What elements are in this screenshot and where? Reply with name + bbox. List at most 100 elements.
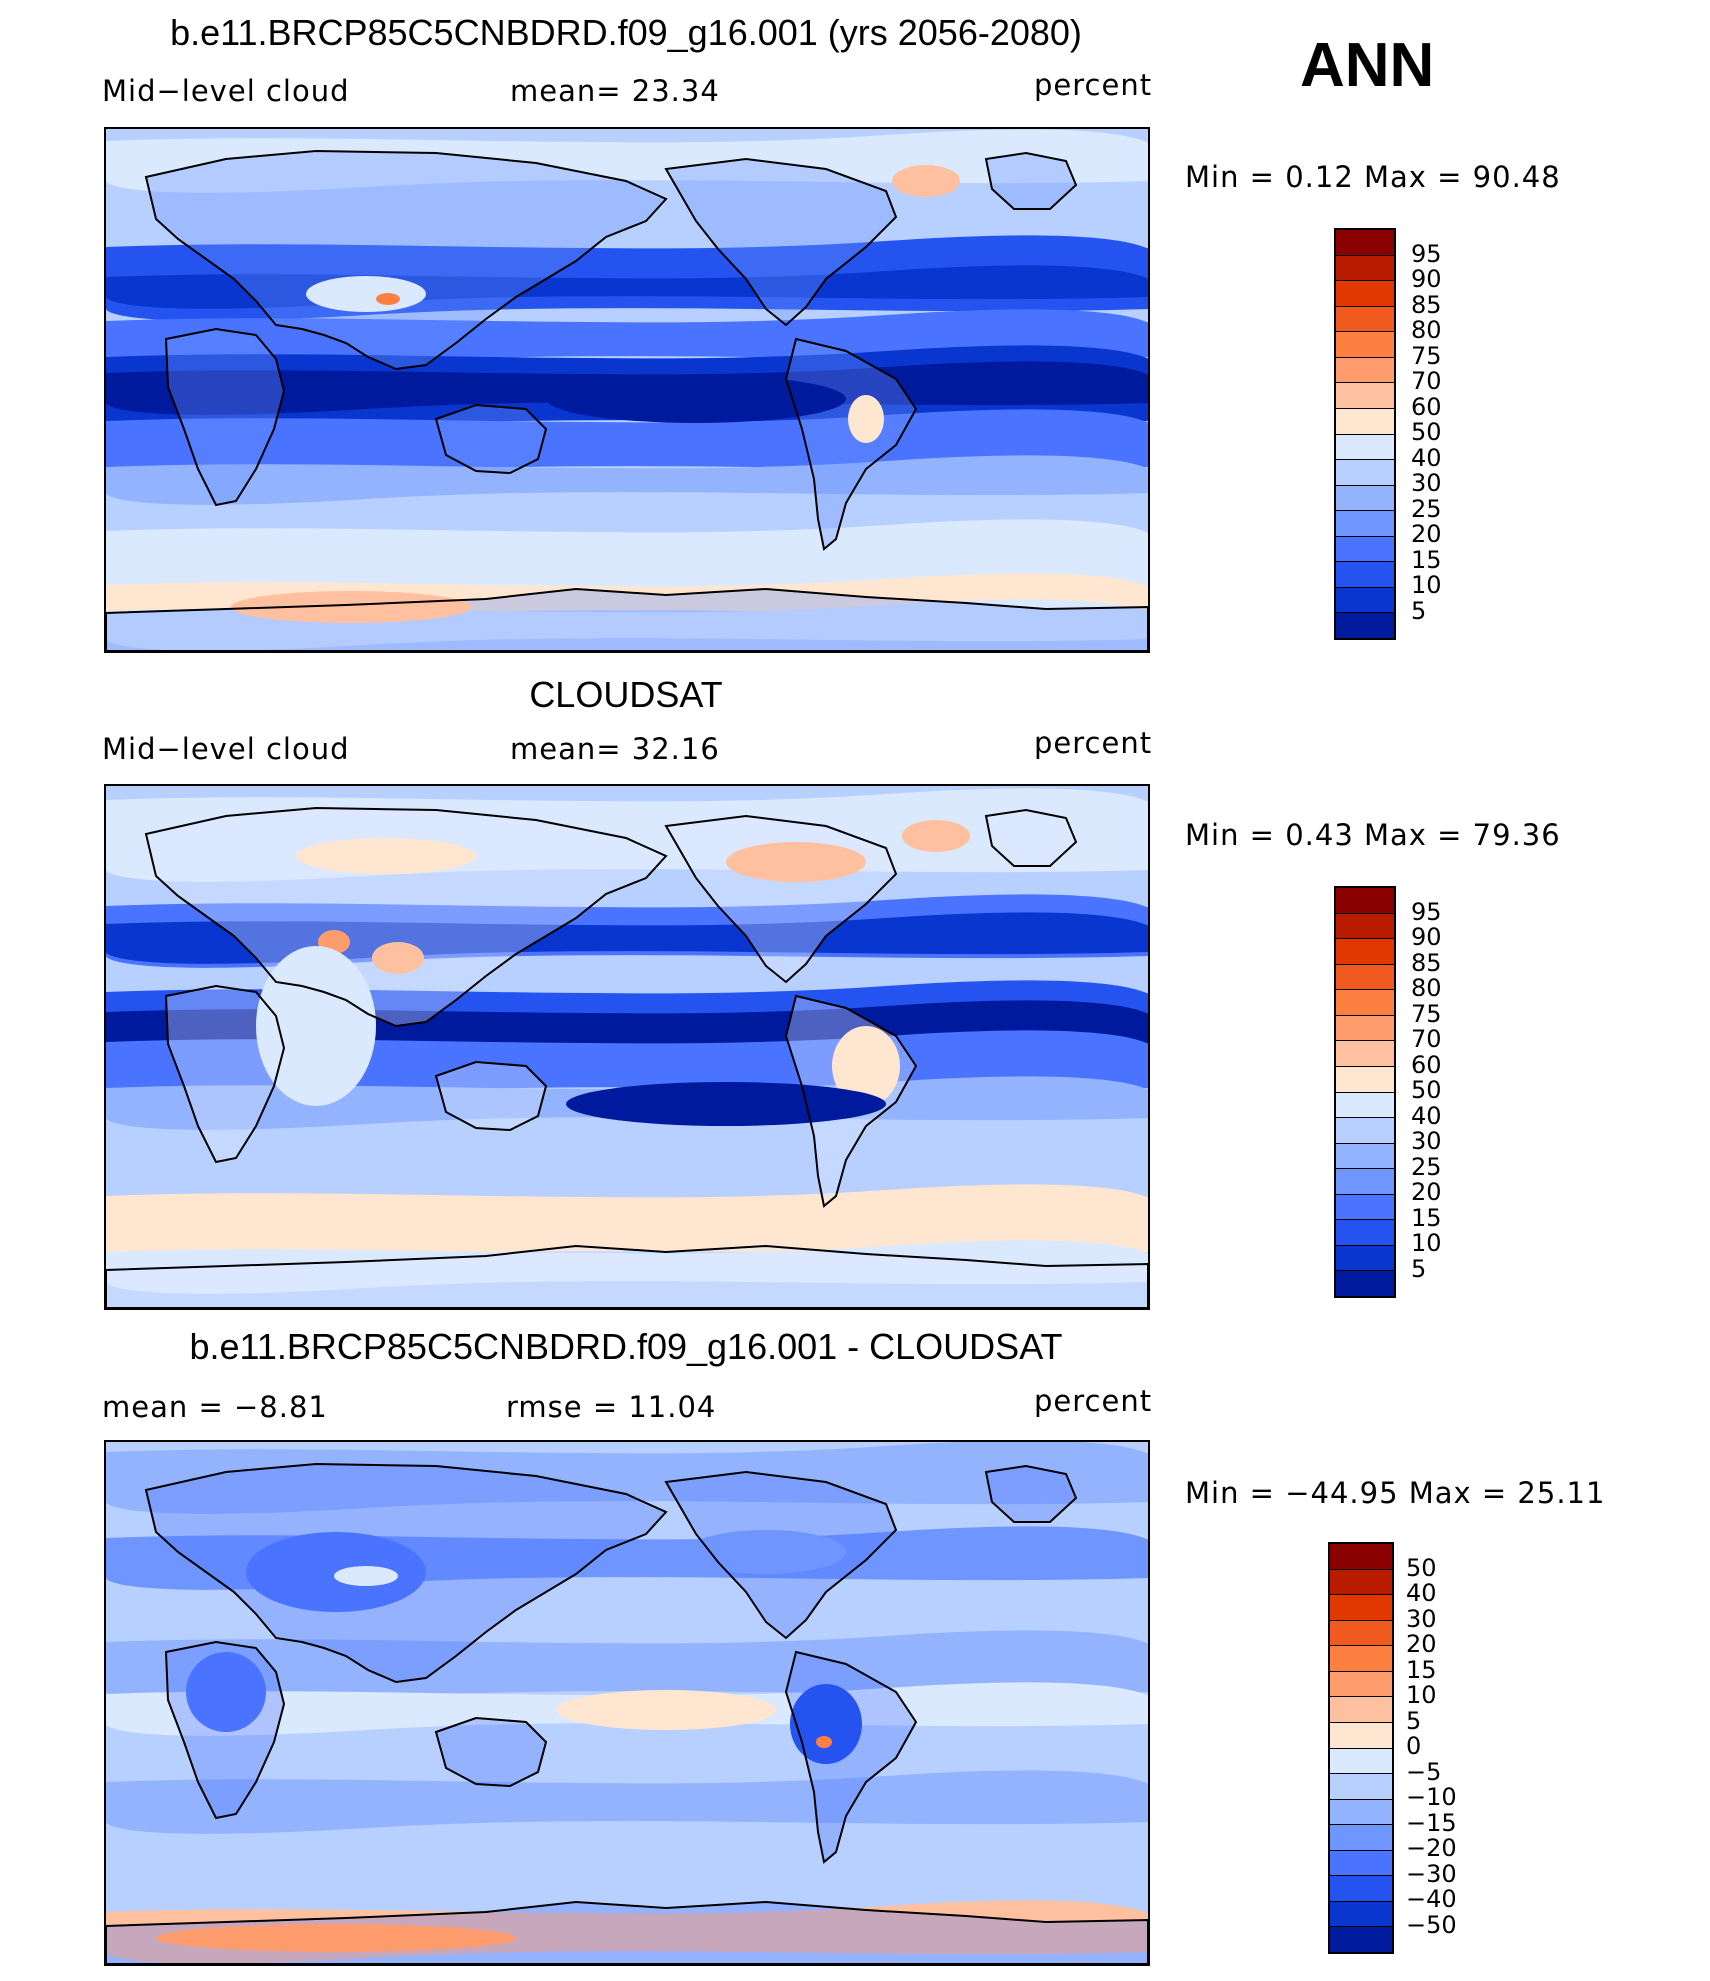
colorbar-tick-label: 15 [1411, 1203, 1442, 1232]
map-coastline [984, 151, 1078, 210]
panel1-map-field [106, 129, 1148, 651]
colorbar-swatch [1336, 562, 1394, 588]
map-coastline [434, 1716, 548, 1788]
map-contour-blob [556, 1690, 776, 1730]
panel2-units-label: percent [1034, 726, 1153, 760]
colorbar-swatch [1336, 1143, 1394, 1170]
colorbar-tick-label: 80 [1411, 316, 1442, 344]
colorbar-tick-label: −20 [1406, 1834, 1457, 1862]
colorbar-swatch [1336, 1066, 1394, 1093]
colorbar-tick-label: 10 [1406, 1681, 1437, 1709]
colorbar-tick-label: 15 [1411, 545, 1442, 574]
colorbar-swatch [1336, 460, 1394, 486]
colorbar-swatch [1336, 1041, 1394, 1067]
map-contour-blob [334, 1566, 398, 1586]
colorbar-tick-label: 80 [1411, 974, 1442, 1002]
map-contour-blob [848, 395, 884, 443]
map-coastline [434, 1060, 548, 1132]
colorbar-swatch [1330, 1722, 1392, 1749]
colorbar-swatch [1330, 1901, 1392, 1928]
panel3-rmse-label: rmse = 11.04 [506, 1390, 717, 1424]
map-contour-blob [832, 1026, 900, 1106]
colorbar-swatch [1336, 1271, 1394, 1296]
map-contour-blob [790, 1684, 862, 1764]
panel1-map [104, 127, 1150, 653]
colorbar-tick-label: 15 [1406, 1655, 1437, 1684]
season-label: ANN [1300, 31, 1435, 100]
colorbar-swatch [1336, 1118, 1394, 1144]
colorbar-tick-label: 40 [1411, 443, 1442, 472]
map-contour-blob [376, 293, 400, 305]
map-coastline [144, 1462, 668, 1684]
colorbar-tick-label: 50 [1411, 418, 1442, 446]
colorbar-swatch [1330, 1569, 1392, 1596]
panel2-colorbar [1334, 886, 1396, 1298]
colorbar-tick-label: 85 [1411, 948, 1442, 977]
panel3-minmax: Min = −44.95 Max = 25.11 [1185, 1476, 1606, 1510]
panel3-mean-label: mean = −8.81 [102, 1390, 328, 1424]
colorbar-swatch [1330, 1595, 1392, 1621]
colorbar-tick-label: −50 [1406, 1910, 1457, 1939]
map-coastline [164, 984, 286, 1164]
colorbar-tick-label: −10 [1406, 1783, 1457, 1811]
colorbar-tick-label: 60 [1411, 392, 1442, 421]
colorbar-swatch [1336, 332, 1394, 358]
panel2-map-field [106, 786, 1148, 1308]
map-land-shade [666, 159, 896, 325]
colorbar-tick-label: 20 [1406, 1630, 1437, 1658]
colorbar-swatch [1336, 383, 1394, 409]
colorbar-swatch [1330, 1544, 1392, 1570]
colorbar-tick-label: 30 [1411, 469, 1442, 497]
map-land-shade [986, 810, 1076, 866]
colorbar-tick-label: 95 [1411, 239, 1442, 268]
colorbar-tick-label: 90 [1411, 923, 1442, 951]
colorbar-swatch [1336, 255, 1394, 282]
colorbar-swatch [1336, 913, 1394, 940]
map-coastline [144, 149, 668, 371]
colorbar-swatch [1336, 1245, 1394, 1272]
colorbar-swatch [1330, 1646, 1392, 1672]
colorbar-tick-label: 75 [1411, 341, 1442, 370]
colorbar-tick-label: 0 [1406, 1732, 1422, 1760]
colorbar-swatch [1330, 1671, 1392, 1698]
colorbar-swatch [1336, 357, 1394, 384]
colorbar-swatch [1330, 1774, 1392, 1800]
colorbar-swatch [1330, 1748, 1392, 1775]
panel1-mean-label: mean= 23.34 [510, 74, 720, 108]
colorbar-tick-label: 60 [1411, 1050, 1442, 1079]
map-coastline [106, 587, 1148, 651]
map-contour-band [106, 1770, 1148, 1834]
map-coastline [164, 1640, 286, 1820]
map-contour-blob [566, 1082, 886, 1126]
colorbar-tick-label: 25 [1411, 1152, 1442, 1181]
colorbar-tick-label: 5 [1411, 1254, 1427, 1283]
colorbar-swatch [1336, 1220, 1394, 1246]
colorbar-tick-label: 90 [1411, 265, 1442, 293]
colorbar-swatch [1330, 1876, 1392, 1902]
panel1-minmax: Min = 0.12 Max = 90.48 [1185, 160, 1561, 194]
colorbar-swatch [1336, 434, 1394, 461]
map-coastline [664, 1470, 898, 1640]
map-contour-band [106, 129, 1148, 193]
colorbar-tick-label: −15 [1406, 1808, 1457, 1837]
colorbar-swatch [1336, 230, 1394, 256]
panel3-title: b.e11.BRCP85C5CNBDRD.f09_g16.001 - CLOUD… [189, 1326, 1063, 1367]
panel1-left-label: Mid−level cloud [102, 74, 350, 108]
colorbar-tick-label: 40 [1406, 1579, 1437, 1607]
colorbar-tick-label: 75 [1411, 999, 1442, 1028]
panel1-units-label: percent [1034, 68, 1153, 102]
map-land-shade [436, 1062, 546, 1130]
colorbar-swatch [1330, 1850, 1392, 1877]
map-contour-blob [296, 838, 476, 874]
colorbar-tick-label: 70 [1411, 367, 1442, 395]
colorbar-swatch [1330, 1620, 1392, 1647]
colorbar-tick-label: 10 [1411, 571, 1442, 599]
map-contour-blob [231, 591, 471, 623]
map-contour-blob [816, 1736, 832, 1748]
colorbar-swatch [1336, 587, 1394, 614]
map-coastline [784, 1650, 918, 1864]
colorbar-tick-label: −30 [1406, 1859, 1457, 1888]
map-contour-band [106, 1630, 1148, 1704]
colorbar-swatch [1336, 1169, 1394, 1195]
map-coastline [984, 1464, 1078, 1523]
